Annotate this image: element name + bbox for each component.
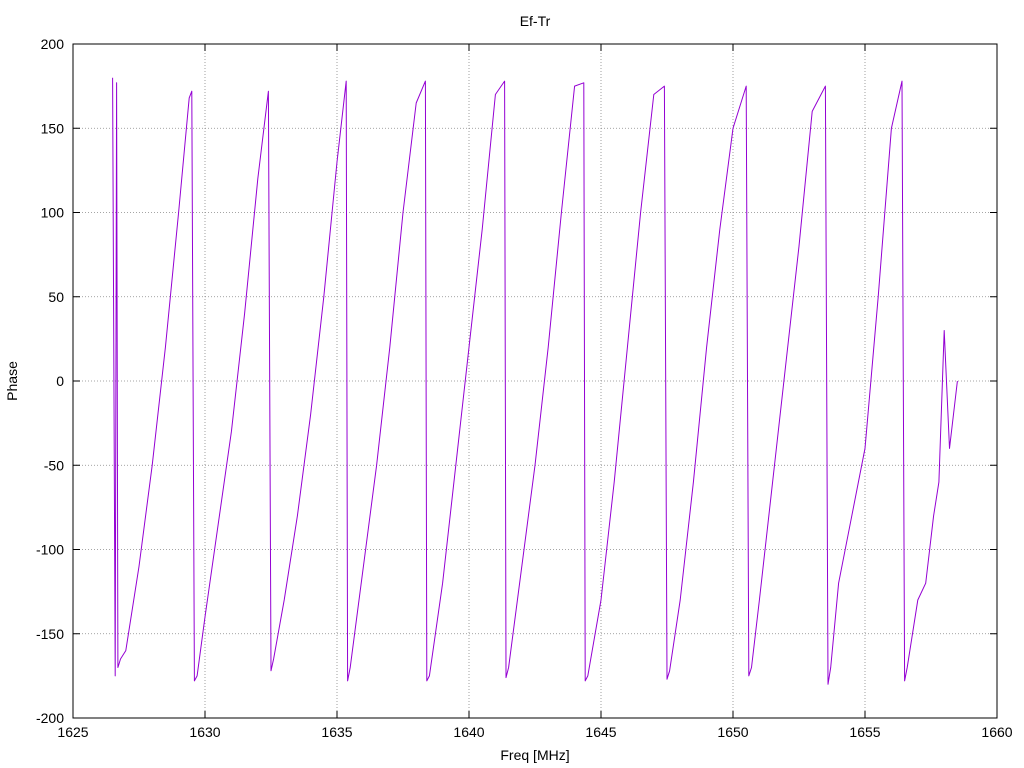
y-tick-label: -50 — [44, 457, 64, 473]
ticks: 1625 1630 1635 1640 1645 1650 1655 1660 -200 -150… — [36, 36, 1013, 740]
chart-title: Ef-Tr — [520, 13, 551, 29]
y-tick-label: 100 — [41, 205, 65, 221]
y-tick-label: -100 — [36, 542, 64, 558]
x-tick-label: 1625 — [57, 724, 88, 740]
x-tick-label: 1645 — [585, 724, 616, 740]
y-tick-label: 50 — [48, 289, 64, 305]
x-tick-label: 1655 — [849, 724, 880, 740]
y-axis-title: Phase — [4, 361, 20, 401]
y-tick-label: 0 — [56, 373, 64, 389]
x-tick-label: 1630 — [189, 724, 220, 740]
data-series — [112, 77, 958, 685]
x-tick-label: 1635 — [321, 724, 352, 740]
y-tick-label: 200 — [41, 36, 65, 52]
x-tick-label: 1660 — [981, 724, 1012, 740]
y-tick-label: -150 — [36, 626, 64, 642]
phase-series-line — [112, 77, 958, 685]
x-axis-title: Freq [MHz] — [500, 747, 569, 763]
x-tick-label: 1640 — [453, 724, 484, 740]
x-tick-label: 1650 — [717, 724, 748, 740]
y-tick-label: 150 — [41, 120, 65, 136]
y-tick-label: -200 — [36, 710, 64, 726]
